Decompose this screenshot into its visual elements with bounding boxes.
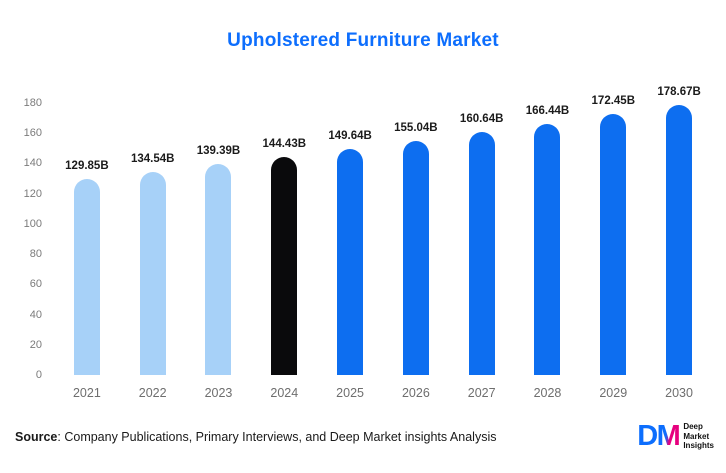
y-tick-label: 40 (29, 308, 42, 321)
bar-value-label: 172.45B (591, 95, 636, 108)
bar-2023 (205, 164, 232, 375)
bar-2028 (534, 123, 561, 375)
bar-slot: 155.04B (383, 103, 449, 375)
bar-value-label: 166.44B (525, 104, 570, 117)
y-tick-label: 100 (23, 217, 42, 230)
bar-2027 (468, 132, 495, 375)
source-text: : Company Publications, Primary Intervie… (57, 429, 497, 444)
x-axis: 2021 2022 2023 2024 2025 2026 2027 2028 2029 2030 (54, 375, 712, 403)
bar-slot: 149.64B (317, 103, 383, 375)
bar-value-label: 178.67B (657, 86, 701, 99)
bar-slot: 172.45B (580, 95, 646, 375)
logo-word-line: Market (683, 431, 710, 441)
plot-area: 129.85B 134.54B 139.39B 144.43B 149.64B 155.0… (54, 86, 712, 375)
source-note: Source: Company Publications, Primary In… (15, 430, 496, 444)
y-tick-label: 60 (29, 278, 42, 291)
chart-title: Upholstered Furniture Market (227, 30, 499, 51)
y-tick-label: 20 (29, 338, 42, 351)
y-tick-label: 180 (23, 97, 42, 109)
x-tick-label: 2025 (336, 386, 364, 400)
footer: Source: Company Publications, Primary In… (15, 422, 714, 451)
bar-2029 (600, 114, 627, 375)
logo-wordmark: Deep Market Insights (683, 422, 714, 451)
bar-value-label: 149.64B (328, 129, 372, 142)
deep-market-insights-logo: DM Deep Market Insights (637, 422, 714, 451)
y-tick-label: 80 (29, 248, 42, 261)
bar-2021 (73, 178, 100, 375)
bar-value-label: 160.64B (459, 113, 504, 126)
source-label: Source (15, 429, 58, 444)
bar-2025 (337, 148, 364, 375)
y-tick-label: 120 (23, 187, 42, 200)
bar-chart: 0 20 40 60 80 100 120 140 160 180 129.85B 134.54B 1… (8, 86, 718, 403)
x-tick-label: 2023 (204, 386, 233, 400)
logo-letter-m: M (656, 420, 681, 452)
x-tick-label: 2026 (401, 386, 430, 400)
logo-monogram: DM (637, 420, 681, 452)
page: Upholstered Furniture Market 0 20 40 60 80 10… (0, 30, 726, 473)
x-tick-label: 2028 (533, 386, 562, 400)
bar-value-label: 139.39B (196, 145, 241, 158)
bar-slot: 160.64B (449, 103, 515, 375)
bar-value-label: 144.43B (262, 137, 307, 150)
bar-slot: 166.44B (515, 103, 581, 375)
bar-slot: 134.54B (120, 103, 186, 375)
bar-slot: 139.39B (186, 103, 252, 375)
x-tick-label: 2030 (665, 386, 693, 400)
bar-value-label: 134.54B (130, 152, 175, 165)
bar-slot: 144.43B (251, 103, 317, 375)
logo-letter-d: D (637, 420, 658, 452)
logo-word-line: Deep (683, 422, 703, 432)
y-tick-label: 140 (23, 157, 42, 170)
y-axis: 0 20 40 60 80 100 120 140 160 180 (8, 97, 46, 381)
x-tick-label: 2024 (270, 386, 299, 400)
bar-value-label: 129.85B (65, 159, 109, 172)
bar-value-label: 155.04B (394, 121, 438, 134)
bar-2022 (139, 171, 166, 375)
x-tick-label: 2021 (72, 386, 101, 400)
x-tick-label: 2022 (138, 386, 167, 400)
y-tick-label: 0 (35, 369, 42, 381)
bar-2030 (666, 105, 693, 375)
y-tick-label: 160 (23, 127, 42, 140)
bar-2024 (271, 156, 298, 375)
bar-2026 (402, 140, 429, 375)
bar-slot: 129.85B (54, 103, 120, 375)
x-tick-label: 2027 (467, 386, 496, 400)
x-tick-label: 2029 (599, 386, 628, 400)
bar-slot: 178.67B (646, 86, 712, 375)
